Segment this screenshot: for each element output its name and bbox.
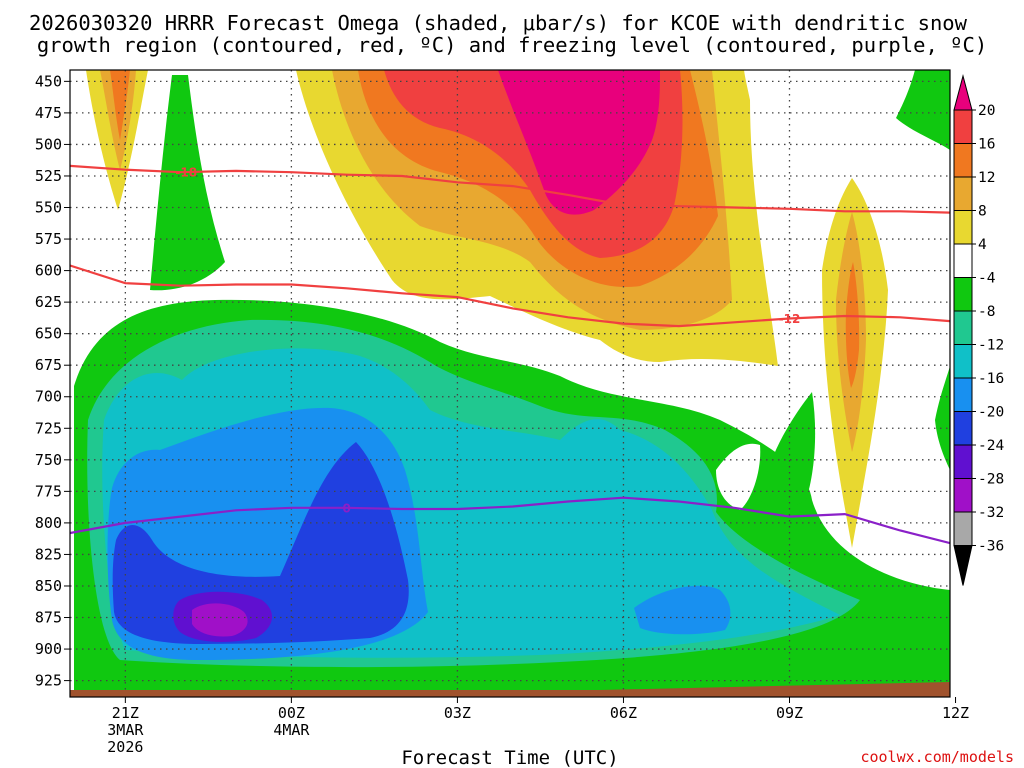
x-tick-label-06Z: 06Z <box>610 704 637 722</box>
colorbar-label-8: 8 <box>978 204 987 220</box>
y-tick-label-875: 875 <box>35 609 62 627</box>
colorbar-bin--4-4 <box>953 243 973 278</box>
colorbar-bin-20-above <box>953 74 973 111</box>
omega-patch-right <box>760 392 816 509</box>
colorbar-bin--12--8 <box>953 310 973 345</box>
colorbar-bin--32--28 <box>953 478 973 513</box>
chart-title-line1: 2026030320 HRRR Forecast Omega (shaded, … <box>29 11 968 35</box>
colorbar-label--16: -16 <box>978 371 1004 387</box>
omega-patch-edge <box>935 366 950 470</box>
contour-dgz-minus12 <box>70 264 950 328</box>
plot-area: -18 -12 0 <box>70 70 950 697</box>
contour-label-dgz-minus12: -12 <box>779 312 801 326</box>
contour-lines: -18 -12 0 <box>70 164 950 545</box>
colorbar-label--32: -32 <box>978 505 1004 521</box>
y-tick-label-525: 525 <box>35 167 62 185</box>
y-tick-label-450: 450 <box>35 72 62 90</box>
y-tick-label-650: 650 <box>35 325 62 343</box>
colorbar-label--20: -20 <box>978 405 1004 421</box>
x-tick-sub2-21Z: 2026 <box>107 738 143 756</box>
y-tick-label-625: 625 <box>35 293 62 311</box>
omega-patch-corner <box>896 70 950 150</box>
colorbar-bin-8-12 <box>953 176 973 211</box>
colorbar-bin--24--20 <box>953 411 973 446</box>
colorbar-bin--16--12 <box>953 344 973 379</box>
colorbar-label--36: -36 <box>978 539 1004 555</box>
y-tick-label-750: 750 <box>35 451 62 469</box>
chart-title-line2: growth region (contoured, red, ºC) and f… <box>37 33 987 57</box>
y-tick-label-600: 600 <box>35 262 62 280</box>
colorbar-label-4: 4 <box>978 237 987 253</box>
omega-band-minus20 <box>112 442 409 644</box>
plot-frame <box>69 69 951 698</box>
y-tick-label-925: 925 <box>35 672 62 690</box>
colorbar-bin-12-16 <box>953 143 973 178</box>
colorbar-label--8: -8 <box>978 304 995 320</box>
contour-freezing-level-0 <box>70 496 950 545</box>
colorbar-bin--28--24 <box>953 444 973 479</box>
x-tick-label-00Z: 00Z <box>278 704 305 722</box>
y-tick-label-800: 800 <box>35 514 62 532</box>
colorbar: 20 16 12 8 4 -4 -8 -12 -16 -20 -24 -28 -32 -36 <box>953 74 1004 586</box>
y-tick-label-575: 575 <box>35 230 62 248</box>
surface-ground <box>70 682 950 697</box>
x-tick-label-09Z: 09Z <box>776 704 803 722</box>
y-tick-label-725: 725 <box>35 419 62 437</box>
y-tick-label-900: 900 <box>35 640 62 658</box>
colorbar-label-20: 20 <box>978 103 995 119</box>
x-tick-label-12Z: 12Z <box>942 704 969 722</box>
omega-strip-left <box>150 75 225 291</box>
y-tick-label-850: 850 <box>35 577 62 595</box>
x-tick-label-03Z: 03Z <box>444 704 471 722</box>
y-tick-label-475: 475 <box>35 104 62 122</box>
colorbar-label-16: 16 <box>978 137 995 153</box>
watermark: coolwx.com/models <box>860 748 1014 766</box>
colorbar-label--4: -4 <box>978 271 996 287</box>
colorbar-label-12: 12 <box>978 170 995 186</box>
y-tick-label-550: 550 <box>35 199 62 217</box>
x-tick-label-21Z: 21Z <box>112 704 139 722</box>
colorbar-label--12: -12 <box>978 338 1004 354</box>
colorbar-bin--36--32 <box>953 511 973 546</box>
colorbar-bin--8--4 <box>953 277 973 312</box>
colorbar-bin-16-20 <box>953 109 973 144</box>
grid-lines <box>70 70 950 697</box>
contour-label-freezing-level-0: 0 <box>343 501 351 515</box>
contour-label-dgz-minus18: -18 <box>175 166 197 180</box>
omega-patch-minus16-right <box>634 585 731 635</box>
y-tick-label-700: 700 <box>35 388 62 406</box>
omega-band-20 <box>498 70 660 215</box>
x-axis-label: Forecast Time (UTC) <box>401 747 618 768</box>
colorbar-label--24: -24 <box>978 438 1004 454</box>
x-tick-sub1-21Z: 3MAR <box>107 721 144 739</box>
contour-dgz-minus18 <box>70 164 950 214</box>
colorbar-bin--20--16 <box>953 377 973 412</box>
colorbar-bin-4-8 <box>953 210 973 245</box>
y-tick-label-675: 675 <box>35 356 62 374</box>
omega-plume-right-12 <box>845 262 860 388</box>
x-tick-sub1-00Z: 4MAR <box>273 721 310 739</box>
y-axis: 450 475 500 525 550 575 600 625 650 675 700 725 750 7… <box>35 72 70 690</box>
y-tick-label-775: 775 <box>35 482 62 500</box>
omega-band-minus28 <box>192 603 248 637</box>
y-tick-label-500: 500 <box>35 135 62 153</box>
y-tick-label-825: 825 <box>35 545 62 563</box>
colorbar-label--28: -28 <box>978 472 1004 488</box>
colorbar-bin-below--36 <box>953 545 973 586</box>
omega-plume-left-12 <box>110 70 130 140</box>
